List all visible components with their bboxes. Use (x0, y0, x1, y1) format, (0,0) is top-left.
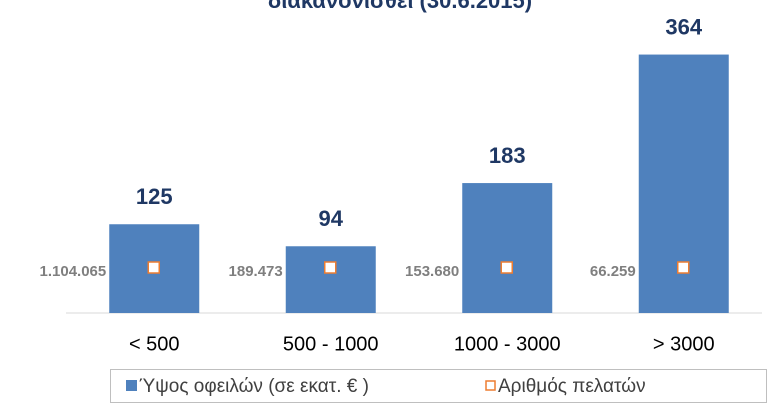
x-tick-label: 500 - 1000 (283, 333, 379, 355)
legend-label: Ύψος οφειλών (σε εκατ. € ) (139, 376, 369, 397)
data-label: 183 (489, 143, 526, 168)
data-label: 364 (665, 14, 702, 39)
chart-title: διακανονισθεί (30.6.2015) (268, 0, 532, 13)
bar (462, 183, 553, 313)
data-label: 66.259 (590, 263, 636, 280)
x-tick-label: 1000 - 3000 (454, 333, 561, 355)
legend-swatch (126, 380, 137, 391)
x-tick-label: < 500 (129, 333, 180, 355)
marker (500, 261, 513, 274)
data-label: 189.473 (229, 263, 283, 280)
data-label: 94 (319, 206, 344, 231)
marker (147, 261, 160, 274)
data-label: 1.104.065 (40, 263, 107, 280)
marker (324, 261, 337, 274)
legend-swatch (485, 380, 496, 391)
bar (638, 54, 729, 314)
bar (285, 246, 376, 313)
data-label: 153.680 (405, 263, 459, 280)
x-tick-label: > 3000 (653, 333, 715, 355)
marker (677, 261, 690, 274)
legend-label: Αριθμός πελατών (498, 376, 646, 397)
data-label: 125 (136, 184, 173, 209)
